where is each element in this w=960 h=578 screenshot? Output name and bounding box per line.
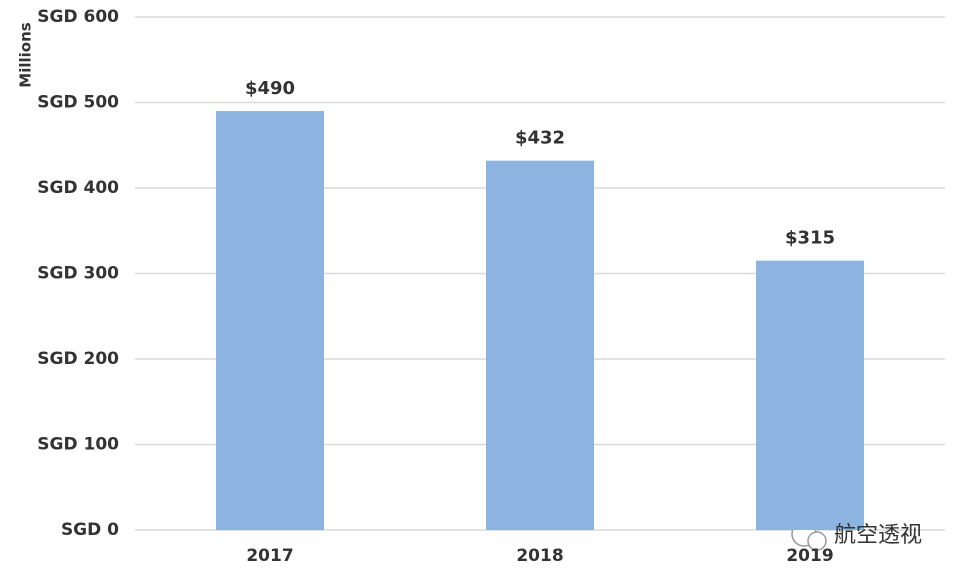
y-tick-label: SGD 200 bbox=[37, 349, 119, 369]
y-tick-label: SGD 400 bbox=[37, 178, 119, 198]
value-label: $315 bbox=[785, 228, 835, 249]
y-tick-label: SGD 600 bbox=[37, 7, 119, 27]
bar bbox=[216, 111, 324, 531]
watermark: 航空透视 bbox=[834, 523, 922, 548]
bar bbox=[486, 160, 594, 530]
y-tick-label: SGD 100 bbox=[37, 435, 119, 455]
value-label: $432 bbox=[515, 128, 565, 149]
y-tick-label: SGD 300 bbox=[37, 264, 119, 284]
y-tick-label: SGD 500 bbox=[37, 93, 119, 113]
y-axis-label: Millions bbox=[17, 22, 35, 87]
x-tick-label: 2019 bbox=[786, 546, 833, 566]
x-tick-label: 2017 bbox=[246, 546, 293, 566]
value-label: $490 bbox=[245, 78, 295, 99]
x-tick-label: 2018 bbox=[516, 546, 563, 566]
bar bbox=[756, 260, 864, 530]
y-tick-label: SGD 0 bbox=[61, 520, 119, 540]
